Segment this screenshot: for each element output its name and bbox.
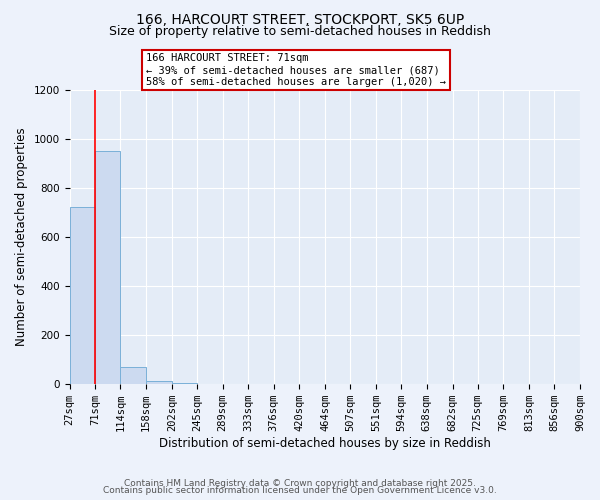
- Text: Contains public sector information licensed under the Open Government Licence v3: Contains public sector information licen…: [103, 486, 497, 495]
- Y-axis label: Number of semi-detached properties: Number of semi-detached properties: [15, 128, 28, 346]
- Bar: [172, 383, 197, 384]
- Text: Size of property relative to semi-detached houses in Reddish: Size of property relative to semi-detach…: [109, 25, 491, 38]
- Bar: [95, 151, 121, 384]
- Text: 166 HARCOURT STREET: 71sqm
← 39% of semi-detached houses are smaller (687)
58% o: 166 HARCOURT STREET: 71sqm ← 39% of semi…: [146, 54, 446, 86]
- X-axis label: Distribution of semi-detached houses by size in Reddish: Distribution of semi-detached houses by …: [159, 437, 491, 450]
- Bar: [121, 367, 146, 384]
- Bar: [146, 380, 172, 384]
- Bar: [70, 208, 95, 384]
- Text: Contains HM Land Registry data © Crown copyright and database right 2025.: Contains HM Land Registry data © Crown c…: [124, 478, 476, 488]
- Text: 166, HARCOURT STREET, STOCKPORT, SK5 6UP: 166, HARCOURT STREET, STOCKPORT, SK5 6UP: [136, 12, 464, 26]
